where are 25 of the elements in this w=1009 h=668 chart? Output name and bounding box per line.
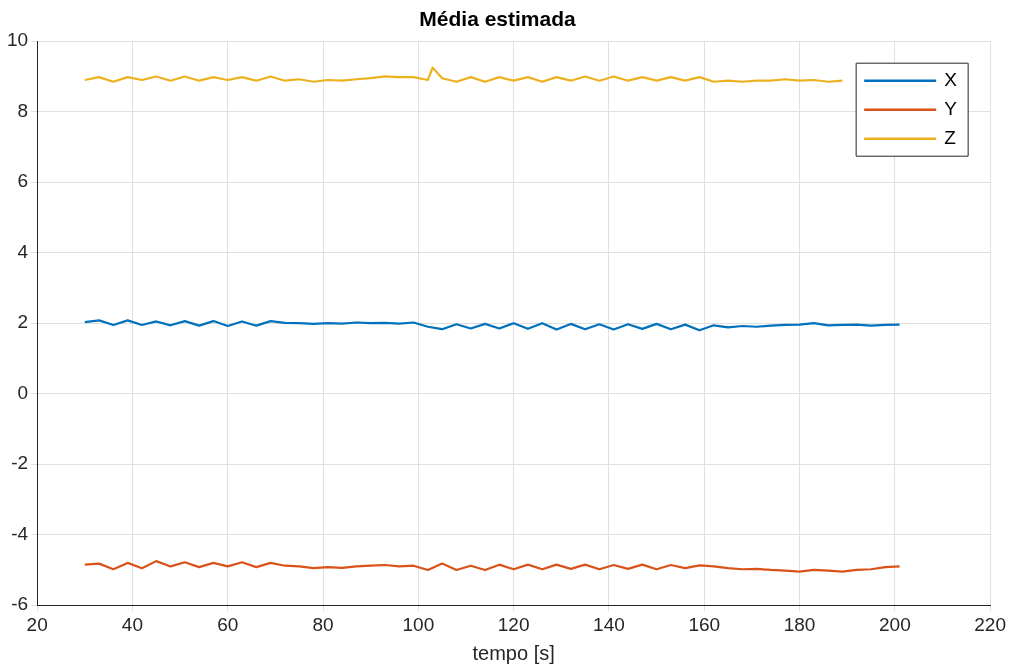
y-tick-label: -6 (11, 593, 29, 615)
x-tick-label: 80 (312, 613, 334, 635)
y-tick-label: 8 (17, 99, 29, 121)
x-tick-label: 120 (497, 613, 530, 635)
x-tick-label: 160 (688, 613, 721, 635)
y-tick-label: -2 (11, 452, 29, 474)
x-tick-label: 60 (217, 613, 239, 635)
x-tick-label: 100 (402, 613, 435, 635)
y-tick-label: 6 (17, 170, 29, 192)
x-tick-label: 20 (26, 613, 48, 635)
x-tick-label: 180 (783, 613, 816, 635)
x-tick-label: 220 (974, 613, 1006, 635)
y-tick-label: -4 (11, 522, 29, 544)
y-tick-label: 2 (17, 311, 29, 333)
legend-label: Z (944, 126, 957, 148)
x-tick-label: 200 (879, 613, 911, 635)
y-tick-label: 4 (17, 240, 29, 262)
legend-label: Y (944, 97, 958, 119)
x-tick-label: 140 (593, 613, 625, 635)
x-tick-label: 40 (121, 613, 144, 635)
chart-title: Média estimada (419, 7, 577, 31)
y-tick-label: 0 (17, 381, 29, 403)
y-tick-label: 10 (6, 29, 29, 51)
x-axis-title: tempo [s] (472, 641, 555, 664)
legend-label: X (944, 68, 958, 90)
